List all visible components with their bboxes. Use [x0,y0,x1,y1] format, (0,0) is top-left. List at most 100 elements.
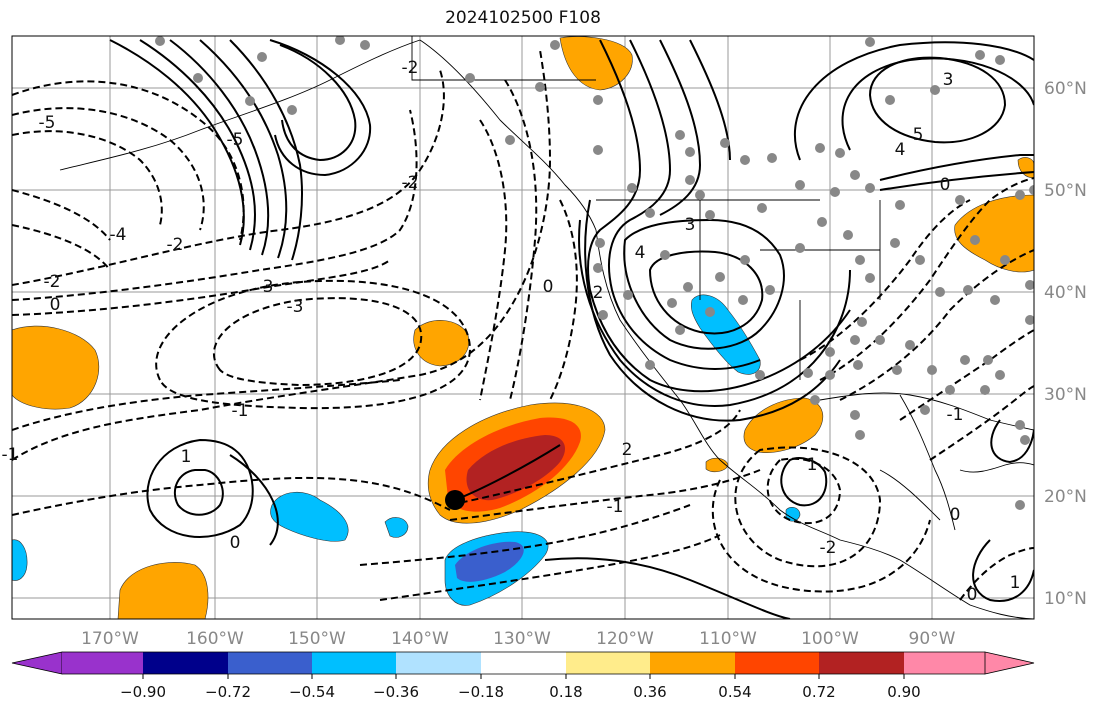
colorbar-segment [819,652,904,674]
station-dot [830,187,840,197]
lon-tick-label: 150°W [288,629,346,649]
station-dot [593,263,603,273]
contour-label: 4 [895,140,906,160]
colorbar-extend-high [984,651,1035,675]
station-dot [720,138,730,148]
station-dot [645,208,655,218]
station-dot [1020,435,1030,445]
positive-anomaly-gulf-alaska [559,36,633,91]
contour-label: -5 [227,130,244,150]
contour-label: 3 [263,277,274,297]
lon-tick-label: 160°W [186,629,244,649]
station-dot [740,155,750,165]
contour-label: -3 [287,297,304,317]
contour-label: -1 [232,401,249,421]
station-dot [855,430,865,440]
colorbar-tick-label: −0.18 [458,683,504,701]
station-dot [857,317,867,327]
station-dot [660,250,670,260]
station-dot [705,307,715,317]
positive-anomaly-west-edge [12,325,100,410]
positive-anomaly-small-mexico [705,457,729,473]
station-dot [975,50,985,60]
contour-labels: -5 -4 -2 0 -2 -3 -1 1 2 0 -1 -2 3 4 3 2 -2 0 1 -1 -1 0 0 1 -5 -2 0… [2,58,1021,605]
station-dot [970,235,980,245]
negative-anomaly-small [384,517,409,538]
colorbar-segment [481,652,566,674]
lon-tick-label: 170°W [81,629,139,649]
station-dot [335,36,345,45]
station-dot [765,285,775,295]
station-dot [675,130,685,140]
station-dot [1015,420,1025,430]
colorbar-tick-label: 0.90 [887,683,920,701]
solid-contours [109,39,1034,619]
station-dot [715,272,725,282]
station-dot [1025,315,1034,325]
colorbar-segment [143,652,228,674]
station-dot [155,36,165,46]
station-dot [593,145,603,155]
colorbar-tick-label: −0.72 [205,683,251,701]
station-dot [930,85,940,95]
station-dot [895,200,905,210]
station-dot [695,190,705,200]
colorbar-tick-label: 0.54 [718,683,751,701]
station-dot [740,255,750,265]
contour-label: 3 [685,215,696,235]
contour-label: -2 [402,173,419,193]
station-dot [1029,185,1034,195]
contour-label: -4 [110,225,127,245]
station-dot [675,325,685,335]
station-dot [980,385,990,395]
station-dot [795,180,805,190]
station-dot [598,310,608,320]
station-dot [865,37,875,47]
station-dot [835,148,845,158]
station-dot [850,410,860,420]
contour-label: 3 [943,70,954,90]
colorbar-tick-label: 0.18 [549,683,582,701]
station-dot [685,175,695,185]
station-dot [865,273,875,283]
station-dot [995,370,1005,380]
station-dot [810,395,820,405]
lon-tick-label: 120°W [596,629,654,649]
colorbar-segment [566,652,650,674]
station-dots [155,36,1034,510]
lon-tick-label: 110°W [699,629,757,649]
station-dot [885,95,895,105]
contour-label: -1 [947,405,964,425]
station-dot [623,290,633,300]
station-dot [927,365,937,375]
station-dot [627,183,637,193]
colorbar-tick-label: 0.36 [633,683,666,701]
station-dot [193,73,203,83]
contour-label: 4 [635,243,646,263]
lon-tick-label: 130°W [493,629,551,649]
contour-label: 1 [1010,573,1021,593]
contour-label: -2 [820,538,837,558]
negative-anomaly-south-core [455,541,524,582]
contour-label: 1 [181,447,192,467]
lon-tick-label: 140°W [391,629,449,649]
colorbar-tick-label: −0.90 [120,683,166,701]
station-dot [465,73,475,83]
station-dot [755,370,765,380]
station-dot [738,295,748,305]
station-dot [683,282,693,292]
contour-label: -2 [167,235,184,255]
lat-tick-label: 30°N [1044,385,1087,405]
station-dot [257,52,267,62]
lon-tick-label: 100°W [801,629,859,649]
station-dot [505,135,515,145]
station-dot [983,355,993,365]
station-dot [593,95,603,105]
contour-label: -1 [607,497,624,517]
station-dot [595,238,605,248]
positive-anomaly-south-west [117,562,209,619]
storm-center-marker [445,490,465,510]
station-dot [905,340,915,350]
contour-label: -2 [44,272,61,292]
station-dot [825,370,835,380]
